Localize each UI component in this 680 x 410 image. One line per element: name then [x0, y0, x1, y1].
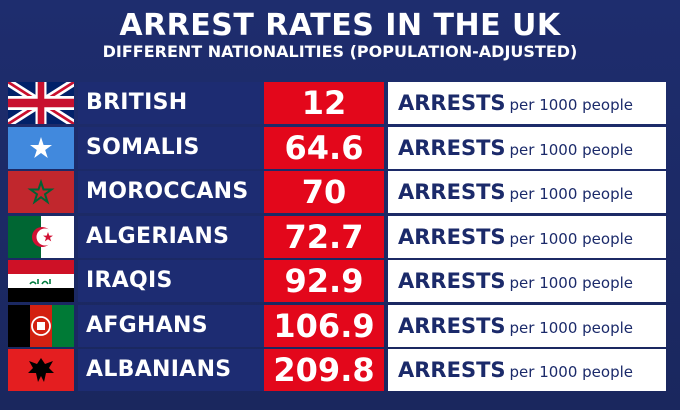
- nationality-label: SOMALIS: [78, 126, 270, 169]
- somalia-flag-icon: [8, 126, 74, 169]
- arrest-rate-value: 70: [264, 171, 384, 213]
- nationality-label: ALGERIANS: [78, 215, 270, 258]
- unit-main-text: ARRESTS: [398, 180, 506, 204]
- unit-main-text: ARRESTS: [398, 135, 506, 160]
- unit-label: ARRESTS per 1000 people: [388, 126, 666, 169]
- table-row: MOROCCANS 70 ARRESTS per 1000 people: [8, 171, 666, 213]
- arrest-rate-value: 209.8: [264, 349, 384, 391]
- nationality-label: IRAQIS: [78, 260, 270, 302]
- unit-main-text: ARRESTS: [398, 269, 506, 293]
- arrest-rate-value: 64.6: [264, 126, 384, 169]
- unit-main-text: ARRESTS: [398, 358, 506, 382]
- unit-label: ARRESTS per 1000 people: [388, 171, 666, 213]
- unit-label: ARRESTS per 1000 people: [388, 82, 666, 124]
- nationality-label: ALBANIANS: [78, 349, 270, 391]
- table-row: BRITISH 12 ARRESTS per 1000 people: [8, 82, 666, 124]
- unit-sub-text: per 1000 people: [509, 185, 633, 203]
- algeria-flag-icon: [8, 215, 74, 258]
- morocco-flag-icon: [8, 171, 74, 213]
- unit-label: ARRESTS per 1000 people: [388, 349, 666, 391]
- unit-main-text: ARRESTS: [398, 313, 506, 338]
- nationality-label: MOROCCANS: [78, 171, 270, 213]
- unit-sub-text: per 1000 people: [509, 318, 633, 337]
- unit-main-text: ARRESTS: [398, 224, 506, 249]
- iraq-flag-icon: [8, 260, 74, 302]
- uk-flag-icon: [8, 82, 74, 124]
- nationality-label: BRITISH: [78, 82, 270, 124]
- albania-flag-icon: [8, 349, 74, 391]
- arrest-rate-value: 106.9: [264, 304, 384, 347]
- unit-sub-text: per 1000 people: [509, 229, 633, 248]
- chart-title: ARREST RATES IN THE UK: [119, 8, 561, 43]
- table-row: ALBANIANS 209.8 ARRESTS per 1000 people: [8, 349, 666, 391]
- unit-sub-text: per 1000 people: [509, 274, 633, 292]
- table-row: ALGERIANS 72.7 ARRESTS per 1000 people: [8, 215, 666, 258]
- unit-main-text: ARRESTS: [398, 91, 506, 115]
- unit-sub-text: per 1000 people: [509, 96, 633, 114]
- unit-label: ARRESTS per 1000 people: [388, 260, 666, 302]
- unit-sub-text: per 1000 people: [509, 363, 633, 381]
- nationality-label: AFGHANS: [78, 304, 270, 347]
- unit-label: ARRESTS per 1000 people: [388, 215, 666, 258]
- table-row: AFGHANS 106.9 ARRESTS per 1000 people: [8, 304, 666, 347]
- arrest-rate-value: 92.9: [264, 260, 384, 302]
- unit-label: ARRESTS per 1000 people: [388, 304, 666, 347]
- arrest-rate-value: 12: [264, 82, 384, 124]
- afghanistan-flag-icon: [8, 304, 74, 347]
- table-row: SOMALIS 64.6 ARRESTS per 1000 people: [8, 126, 666, 169]
- table-row: IRAQIS 92.9 ARRESTS per 1000 people: [8, 260, 666, 302]
- chart-subtitle: DIFFERENT NATIONALITIES (POPULATION-ADJU…: [102, 42, 578, 61]
- unit-sub-text: per 1000 people: [509, 140, 633, 159]
- arrest-rate-value: 72.7: [264, 215, 384, 258]
